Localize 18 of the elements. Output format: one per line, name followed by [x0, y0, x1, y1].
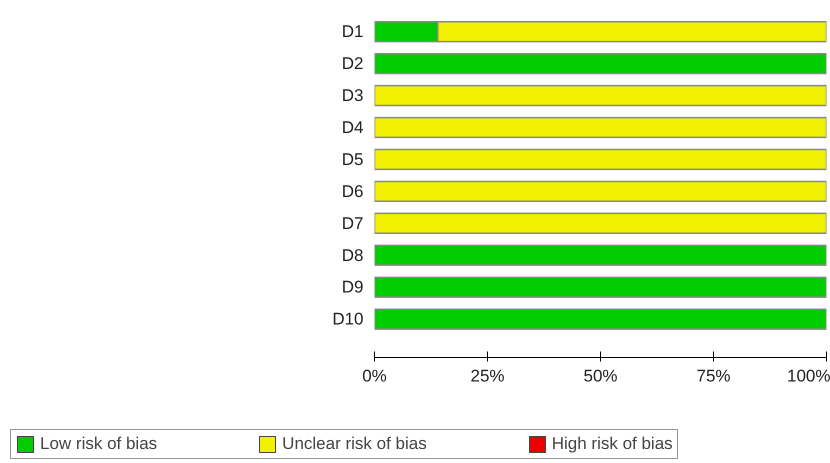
- x-tick-label: 50%: [583, 366, 618, 386]
- x-tick-label: 75%: [696, 366, 731, 386]
- legend-label: Unclear risk of bias: [282, 434, 427, 454]
- legend-label: Low risk of bias: [40, 434, 158, 454]
- x-tick-label: 25%: [470, 366, 505, 386]
- x-tick-label: 0%: [362, 366, 387, 386]
- y-tick-label: D7: [342, 214, 364, 233]
- y-tick-label: D6: [342, 182, 364, 201]
- y-tick-label: D10: [332, 310, 364, 329]
- legend-label: High risk of bias: [552, 434, 673, 454]
- y-tick-label: D5: [342, 150, 364, 169]
- y-tick-label: D8: [342, 246, 364, 265]
- x-tick-label: 100%: [787, 366, 830, 386]
- y-tick-label: D3: [342, 86, 364, 106]
- y-tick-label: D4: [342, 118, 364, 137]
- y-tick-label: D9: [342, 278, 364, 297]
- y-tick-label: D1: [342, 22, 364, 42]
- y-tick-label: D2: [342, 54, 364, 74]
